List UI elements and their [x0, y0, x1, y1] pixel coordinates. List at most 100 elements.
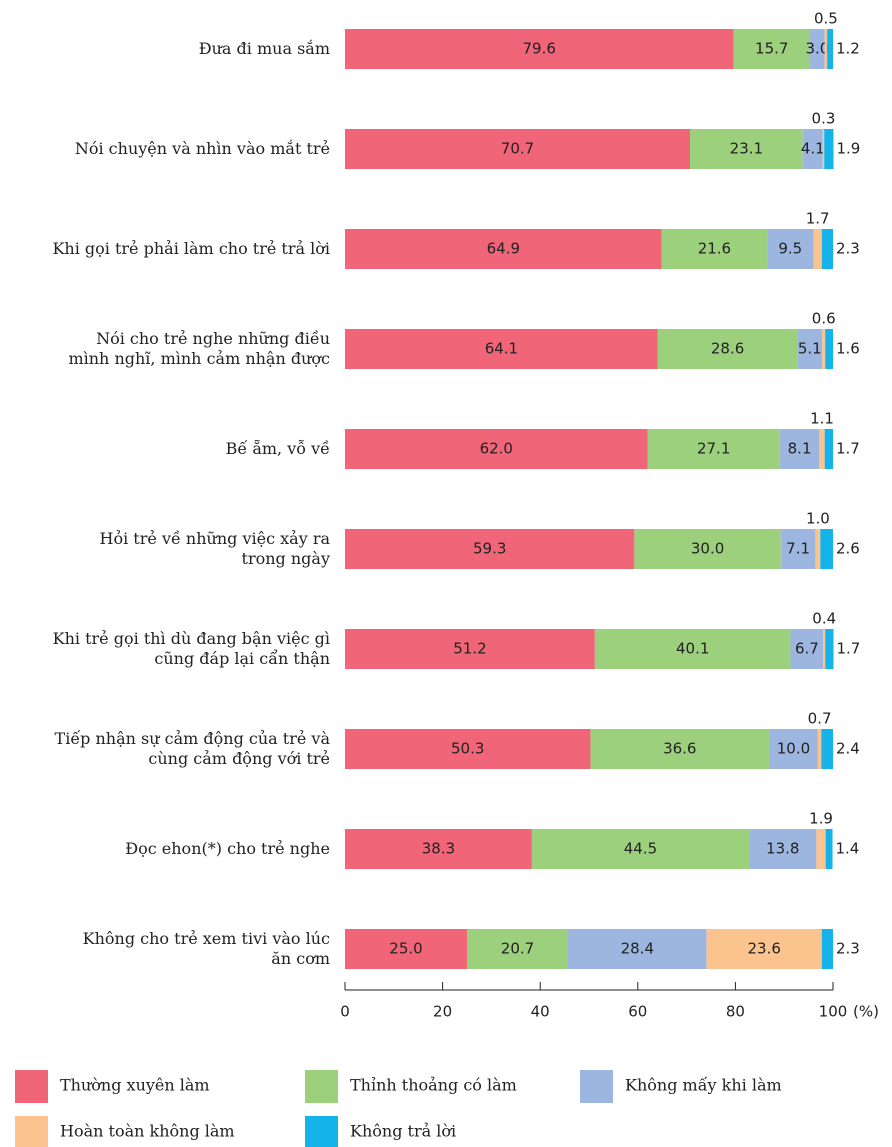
bar-segment [817, 729, 822, 769]
value-label: 62.0 [480, 440, 513, 458]
category-label: Khi gọi trẻ phải làm cho trẻ trả lời [52, 239, 330, 258]
bar-segment [690, 129, 803, 169]
bar-segment [780, 529, 816, 569]
bar-segment [767, 229, 814, 269]
value-label: 10.0 [777, 740, 810, 758]
bar-segment [345, 129, 691, 169]
legend-swatch [15, 1070, 48, 1103]
bar-segment [810, 29, 825, 69]
value-label: 59.3 [473, 540, 506, 558]
bar-segment [813, 229, 822, 269]
value-label: 2.3 [836, 940, 860, 958]
value-label: 50.3 [451, 740, 484, 758]
bar-segment [824, 429, 833, 469]
value-label: 1.2 [836, 40, 860, 58]
bar-segment [816, 829, 826, 869]
value-label: 5.1 [798, 340, 822, 358]
legend-swatch [15, 1116, 48, 1147]
bar-segment [821, 729, 833, 769]
value-label: 2.6 [836, 540, 860, 558]
bar-segment [345, 929, 467, 969]
bar-segment [345, 629, 595, 669]
bar-segment [822, 129, 825, 169]
bar-segment [590, 729, 770, 769]
bar-segment [819, 429, 825, 469]
bar-segment [345, 29, 734, 69]
value-label: 1.4 [836, 840, 860, 858]
value-label: 0.7 [808, 710, 832, 728]
value-label: 25.0 [389, 940, 422, 958]
bar-segment [661, 229, 768, 269]
value-label: 4.1 [801, 140, 825, 158]
bar-segment [825, 629, 834, 669]
x-tick-label: 20 [433, 1003, 452, 1021]
x-axis-label: (%) [853, 1003, 879, 1021]
value-label: 15.7 [755, 40, 788, 58]
bar-segment [345, 229, 662, 269]
value-label: 38.3 [422, 840, 455, 858]
category-label: Tiếp nhận sự cảm động của trẻ và cùng cả… [54, 729, 330, 768]
value-label: 1.6 [836, 340, 860, 358]
value-label: 0.6 [812, 310, 836, 328]
value-label: 1.9 [836, 140, 860, 158]
category-label: Nói cho trẻ nghe những điều mình nghĩ, m… [68, 329, 330, 368]
value-label: 6.7 [795, 640, 819, 658]
x-tick-label: 60 [628, 1003, 647, 1021]
value-label: 64.1 [485, 340, 518, 358]
bar-segment [822, 329, 826, 369]
bar-segment [820, 529, 833, 569]
value-label: 23.6 [747, 940, 780, 958]
bar-segment [345, 529, 635, 569]
value-label: 2.4 [836, 740, 860, 758]
bar-segment [467, 929, 569, 969]
category-label: Khi trẻ gọi thì dù đang bận việc gì cũng… [52, 629, 330, 668]
bar-segment [647, 429, 780, 469]
bar-segment [815, 529, 821, 569]
legend-label: Không trả lời [350, 1122, 456, 1141]
category-label: Đọc ehon(*) cho trẻ nghe [125, 839, 330, 858]
value-label: 7.1 [786, 540, 810, 558]
bar-segment [821, 229, 833, 269]
category-label: Bế ẵm, vỗ về [225, 439, 330, 458]
x-tick-label: 40 [531, 1003, 550, 1021]
bar-segment [634, 529, 781, 569]
bar-segment [825, 329, 833, 369]
legend-swatch [305, 1116, 338, 1147]
value-label: 3.0 [805, 40, 829, 58]
bar-segment [568, 929, 707, 969]
bar-segment [824, 129, 834, 169]
value-label: 64.9 [487, 240, 520, 258]
bar-segment [594, 629, 791, 669]
bar-segment [823, 629, 826, 669]
value-label: 44.5 [624, 840, 657, 858]
value-label: 51.2 [453, 640, 486, 658]
bar-segment [345, 329, 658, 369]
value-label: 40.1 [676, 640, 709, 658]
legend-label: Hoàn toàn không làm [60, 1122, 235, 1141]
category-label: Đưa đi mua sắm [198, 39, 330, 58]
value-label: 1.9 [809, 810, 833, 828]
bar-segment [827, 29, 833, 69]
value-label: 1.7 [836, 440, 860, 458]
bar-segment [802, 129, 823, 169]
value-label: 28.6 [711, 340, 744, 358]
x-tick-label: 100 [819, 1003, 848, 1021]
value-label: 1.1 [810, 410, 834, 428]
value-label: 21.6 [698, 240, 731, 258]
legend-swatch [580, 1070, 613, 1103]
bar-segment [345, 429, 648, 469]
value-label: 9.5 [778, 240, 802, 258]
bar-segment [797, 329, 823, 369]
value-label: 28.4 [621, 940, 654, 958]
value-label: 0.5 [814, 10, 838, 28]
bar-segment [345, 829, 532, 869]
bar-segment [769, 729, 818, 769]
value-label: 70.7 [501, 140, 534, 158]
value-label: 1.7 [806, 210, 830, 228]
value-label: 13.8 [766, 840, 799, 858]
bar-segment [345, 729, 591, 769]
legend-label: Thỉnh thoảng có làm [350, 1076, 517, 1095]
value-label: 27.1 [697, 440, 730, 458]
category-label: Nói chuyện và nhìn vào mắt trẻ [74, 139, 330, 158]
